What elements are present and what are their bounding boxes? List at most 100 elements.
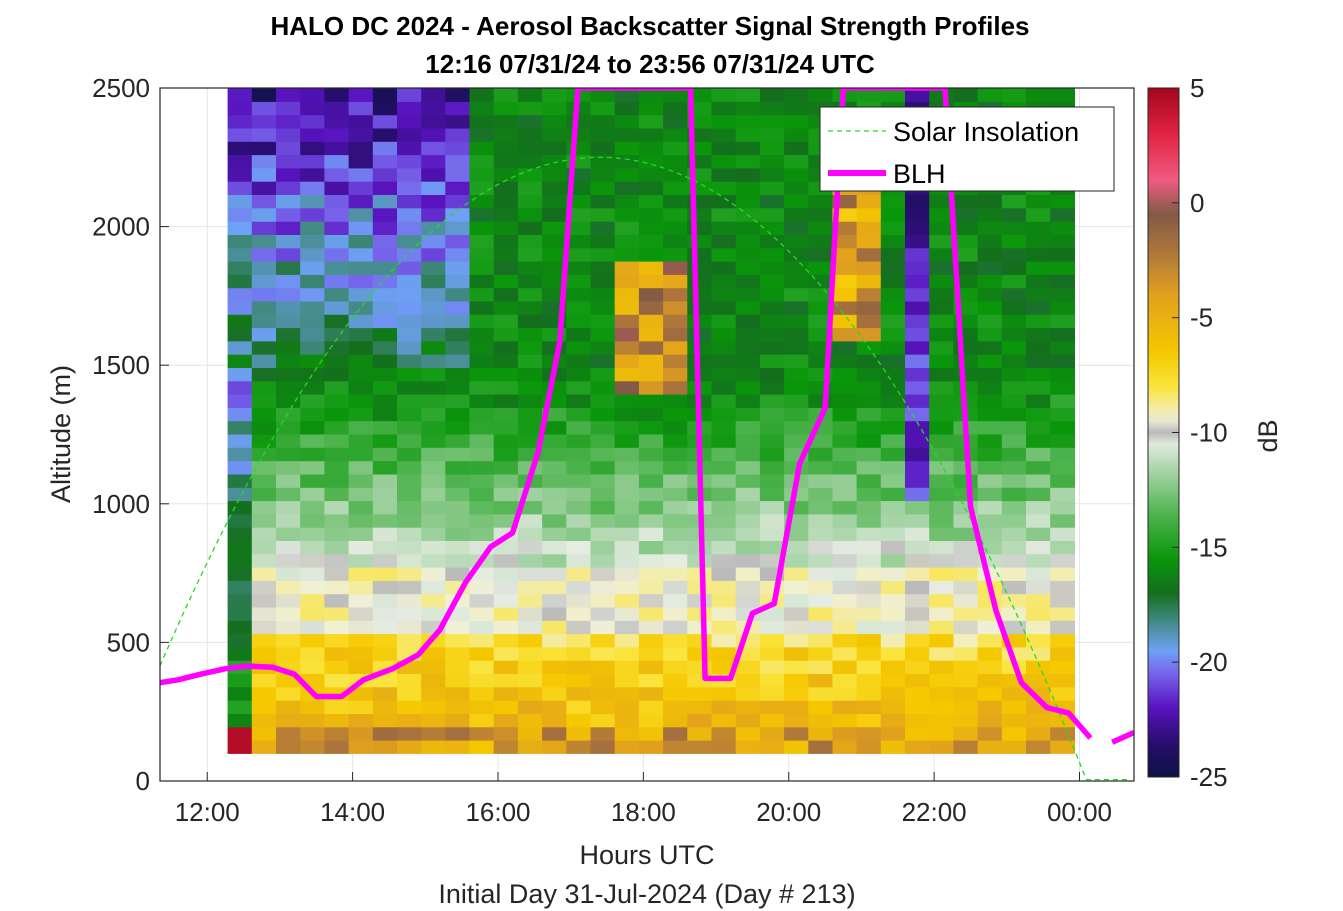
heatmap-cell bbox=[832, 726, 858, 741]
heatmap-cell bbox=[493, 274, 519, 289]
heatmap-cell bbox=[663, 141, 688, 156]
heatmap-cell bbox=[324, 247, 350, 262]
heatmap-cell bbox=[638, 314, 664, 329]
heatmap-cell bbox=[953, 527, 979, 541]
heatmap-cell bbox=[469, 673, 495, 688]
heatmap-cell bbox=[905, 487, 930, 502]
heatmap-cell bbox=[905, 380, 930, 395]
heatmap-cell bbox=[856, 261, 882, 275]
heatmap-cell bbox=[469, 726, 495, 741]
heatmap-cell bbox=[1001, 473, 1027, 488]
heatmap-cell bbox=[614, 726, 640, 741]
heatmap-cell bbox=[735, 88, 761, 102]
heatmap-cell bbox=[929, 673, 954, 688]
heatmap-cell bbox=[566, 261, 592, 275]
heatmap-cell bbox=[711, 367, 737, 382]
heatmap-cell bbox=[663, 620, 688, 635]
heatmap-cell bbox=[590, 327, 616, 342]
heatmap-cell bbox=[348, 713, 374, 728]
heatmap-cell bbox=[905, 354, 930, 368]
heatmap-cell bbox=[590, 700, 616, 714]
heatmap-cell bbox=[711, 127, 737, 142]
heatmap-cell bbox=[735, 287, 761, 302]
heatmap-cell bbox=[880, 646, 906, 661]
heatmap-cell bbox=[977, 327, 1003, 342]
heatmap-cell bbox=[445, 726, 471, 741]
heatmap-cell bbox=[711, 700, 737, 714]
heatmap-cell bbox=[929, 420, 954, 435]
heatmap-cell bbox=[735, 567, 761, 581]
heatmap-cell bbox=[977, 300, 1003, 315]
heatmap-cell bbox=[348, 314, 374, 329]
heatmap-cell bbox=[614, 221, 640, 235]
heatmap-cell bbox=[929, 247, 954, 262]
heatmap-cell bbox=[590, 620, 616, 635]
heatmap-cell bbox=[905, 460, 930, 475]
heatmap-cell bbox=[300, 127, 325, 142]
heatmap-cell bbox=[638, 181, 664, 195]
heatmap-cell bbox=[324, 207, 350, 222]
heatmap-cell bbox=[397, 633, 422, 648]
heatmap-cell bbox=[929, 340, 954, 355]
heatmap-cell bbox=[856, 686, 882, 701]
heatmap-cell bbox=[227, 420, 253, 435]
heatmap-cell bbox=[590, 194, 616, 209]
heatmap-cell bbox=[880, 513, 906, 528]
heatmap-cell bbox=[759, 527, 785, 541]
heatmap-cell bbox=[808, 234, 834, 249]
heatmap-cell bbox=[251, 487, 277, 502]
heatmap-cell bbox=[856, 221, 882, 235]
heatmap-cell bbox=[348, 500, 374, 515]
heatmap-cell bbox=[1001, 261, 1027, 275]
y-tick-label: 1000 bbox=[92, 489, 150, 519]
heatmap-cell bbox=[977, 447, 1003, 462]
heatmap-cell bbox=[977, 487, 1003, 502]
heatmap-cell bbox=[905, 633, 930, 648]
heatmap-cell bbox=[348, 88, 374, 102]
heatmap-cell bbox=[227, 726, 253, 741]
heatmap-cell bbox=[517, 261, 543, 275]
heatmap-cell bbox=[566, 354, 592, 368]
heatmap-cell bbox=[977, 354, 1003, 368]
heatmap-cell bbox=[227, 673, 253, 688]
heatmap-cell bbox=[276, 593, 301, 608]
heatmap-cell bbox=[590, 380, 616, 395]
heatmap-cell bbox=[421, 646, 446, 661]
heatmap-cell bbox=[493, 473, 519, 488]
heatmap-cell bbox=[276, 300, 301, 315]
heatmap-cell bbox=[929, 500, 954, 515]
heatmap-cell bbox=[251, 261, 277, 275]
heatmap-cell bbox=[977, 234, 1003, 249]
heatmap-cell bbox=[493, 593, 519, 608]
heatmap-cells bbox=[227, 88, 1075, 754]
heatmap-cell bbox=[517, 154, 543, 169]
heatmap-cell bbox=[614, 167, 640, 182]
heatmap-cell bbox=[445, 367, 471, 382]
heatmap-cell bbox=[469, 340, 495, 355]
heatmap-cell bbox=[421, 141, 446, 156]
heatmap-cell bbox=[977, 274, 1003, 289]
heatmap-cell bbox=[663, 487, 688, 502]
heatmap-cell bbox=[372, 300, 398, 315]
heatmap-cell bbox=[832, 234, 858, 249]
heatmap-cell bbox=[590, 354, 616, 368]
heatmap-cell bbox=[1050, 593, 1075, 608]
heatmap-cell bbox=[929, 700, 954, 714]
heatmap-cell bbox=[421, 593, 446, 608]
heatmap-cell bbox=[953, 726, 979, 741]
heatmap-cell bbox=[832, 300, 858, 315]
heatmap-cell bbox=[1026, 433, 1051, 448]
heatmap-cell bbox=[421, 88, 446, 102]
heatmap-cell bbox=[421, 274, 446, 289]
heatmap-cell bbox=[445, 287, 471, 302]
heatmap-cell bbox=[517, 141, 543, 156]
heatmap-cell bbox=[638, 487, 664, 502]
heatmap-cell bbox=[590, 367, 616, 382]
heatmap-cell bbox=[276, 234, 301, 249]
heatmap-cell bbox=[953, 88, 979, 102]
heatmap-cell bbox=[711, 327, 737, 342]
heatmap-cell bbox=[880, 327, 906, 342]
heatmap-cell bbox=[566, 580, 592, 595]
heatmap-cell bbox=[566, 500, 592, 515]
heatmap-cell bbox=[1026, 527, 1051, 541]
